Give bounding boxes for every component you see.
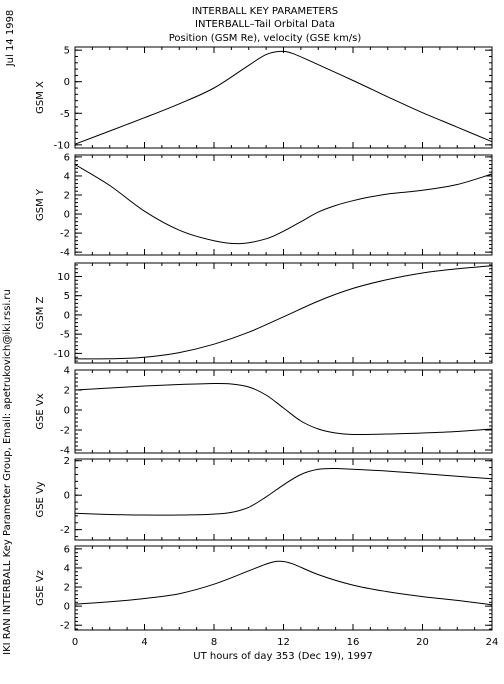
y-axis-label: GSE Vy [35,481,46,517]
x-tick-label: 12 [277,637,290,648]
y-tick-label: -4 [60,248,70,259]
y-axis-label: GSM Y [35,188,46,221]
y-tick-label: 10 [57,272,70,283]
series-line-0 [74,50,493,145]
y-axis-label: GSM Z [35,296,46,329]
x-tick-label: 20 [416,637,429,648]
y-tick-label: 5 [64,291,70,302]
panel-frame [74,545,493,631]
panel-4: -2 0 2 GSE Vy [35,456,493,541]
y-axis-label: GSE Vx [35,393,46,429]
x-tick-label: 24 [486,637,499,648]
y-tick-label: 0 [64,491,70,502]
y-tick-label: -2 [60,525,70,536]
y-tick-label: 0 [64,602,70,613]
x-tick-label: 0 [72,637,78,648]
y-tick-label: 2 [64,583,70,594]
y-tick-label: 2 [64,386,70,397]
x-axis-label: UT hours of day 353 (Dec 19), 1997 [193,651,372,662]
footer-credit: IKI RAN INTERBALL Key Parameter Group, E… [2,289,13,655]
y-tick-label: 4 [64,366,70,377]
x-tick-label: 4 [141,637,147,648]
y-axis-label: GSM X [35,81,46,114]
y-tick-label: -2 [60,229,70,240]
y-tick-label: 0 [64,210,70,221]
panel-3: -4 -2 0 2 4 GSE Vx [35,366,493,457]
y-tick-label: 6 [64,544,70,555]
panel-frame [74,262,493,364]
y-tick-label: 0 [64,406,70,417]
y-tick-label: 4 [64,563,70,574]
panel-1: -4 -2 0 2 4 6 GSM Y [35,152,493,259]
y-tick-label: 0 [64,310,70,321]
plot-date: Jul 14 1998 [5,10,16,68]
x-tick-label: 16 [347,637,360,648]
y-tick-label: -2 [60,621,70,632]
y-tick-label: -4 [60,446,70,457]
panel-frame [74,458,493,541]
panel-frame [74,369,493,454]
series-line-2 [74,265,493,360]
y-tick-label: 5 [64,46,70,57]
y-tick-label: -10 [54,140,70,151]
title-line-3: Position (GSM Re), velocity (GSE km/s) [169,33,362,44]
y-tick-label: 6 [64,152,70,163]
y-axis-label: GSE Vz [35,570,46,606]
series-line-1 [74,164,493,245]
panel-2: -10 -5 0 5 10 GSM Z [35,262,493,364]
panel-frame [74,46,493,149]
y-tick-label: -5 [60,330,70,341]
panel-0: -10 -5 0 5 GSM X [35,46,493,151]
title-line-1: INTERBALL KEY PARAMETERS [192,6,338,17]
y-tick-label: -10 [54,349,70,360]
y-tick-label: -5 [60,109,70,120]
y-tick-label: 0 [64,77,70,88]
series-line-3 [74,382,493,436]
series-line-5 [74,560,493,606]
y-tick-label: 4 [64,171,70,182]
y-tick-label: -2 [60,426,70,437]
series-line-4 [74,467,493,516]
panel-frame [74,154,493,256]
title-line-2: INTERBALL–Tail Orbital Data [195,19,335,30]
x-tick-label: 8 [211,637,217,648]
y-tick-label: 2 [64,191,70,202]
y-tick-label: 2 [64,456,70,467]
